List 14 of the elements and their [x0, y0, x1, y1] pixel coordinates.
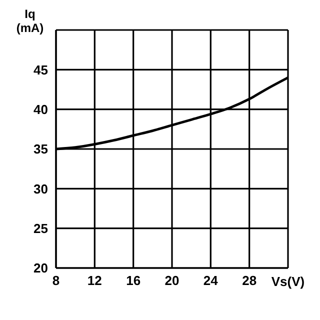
y-axis-title: Iq (mA) — [16, 7, 44, 35]
x-tick-label: 8 — [52, 273, 60, 288]
y-tick-label: 40 — [34, 102, 48, 117]
x-tick-label: 24 — [203, 273, 219, 288]
x-tick-label: 20 — [164, 273, 180, 288]
x-tick-label: 16 — [126, 273, 141, 288]
y-tick-label: 20 — [34, 260, 48, 276]
x-axis-title: Vs(V) — [271, 274, 305, 289]
y-tick-label: 30 — [34, 181, 48, 196]
x-tick-label: 28 — [242, 273, 257, 288]
y-tick-label: 45 — [34, 62, 48, 78]
y-tick-label: 35 — [34, 142, 48, 157]
x-tick-label: 12 — [87, 273, 102, 288]
y-tick-label: 25 — [34, 220, 48, 236]
